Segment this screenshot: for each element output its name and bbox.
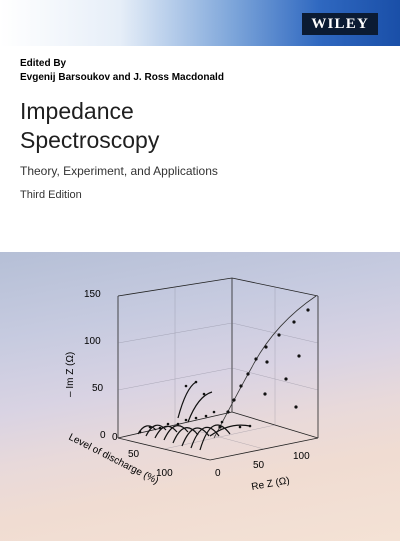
- data-point: [264, 345, 268, 349]
- data-point: [297, 354, 301, 358]
- arc-points: [138, 380, 252, 434]
- y-tick-label: 0: [112, 432, 118, 443]
- data-point: [184, 418, 188, 422]
- arc-series: [199, 424, 231, 451]
- data-point: [194, 416, 198, 420]
- x-tick-label: 0: [215, 468, 221, 479]
- cover-illustration: 150 100 50 0 – Im Z (Ω) 0 50 100 Re Z (Ω…: [0, 252, 400, 541]
- data-point: [232, 398, 236, 402]
- data-point: [254, 357, 258, 361]
- data-point: [184, 384, 188, 388]
- editors-names: Evgenij Barsoukov and J. Ross Macdonald: [20, 72, 224, 83]
- editors-label: Edited By: [20, 58, 67, 69]
- book-subtitle: Theory, Experiment, and Applications: [20, 164, 218, 178]
- impedance-3d-plot: 150 100 50 0 – Im Z (Ω) 0 50 100 Re Z (Ω…: [65, 277, 319, 493]
- fit-curve: [213, 295, 317, 439]
- z-tick-label: 150: [84, 289, 101, 300]
- z-tick-label: 0: [100, 430, 106, 441]
- book-title-line-1: Impedance: [20, 98, 134, 124]
- cover-top-banner: WILEY: [0, 0, 400, 46]
- grid-line: [174, 424, 265, 450]
- data-point: [204, 414, 208, 418]
- x-tick-label: 50: [253, 460, 265, 471]
- data-point: [158, 426, 162, 430]
- data-point: [176, 422, 180, 426]
- arc-series: [145, 424, 167, 437]
- data-point: [292, 320, 296, 324]
- arc-series: [190, 426, 220, 449]
- impedance-arcs: [137, 381, 251, 451]
- data-point: [194, 380, 198, 384]
- x-tick-label: 100: [293, 451, 310, 462]
- book-edition: Third Edition: [20, 189, 82, 201]
- data-point: [263, 392, 267, 396]
- data-point: [148, 425, 152, 429]
- data-point: [138, 430, 142, 434]
- data-point: [226, 410, 230, 414]
- x-axis-label: Re Z (Ω): [251, 475, 291, 493]
- data-point: [166, 422, 170, 426]
- arc-tail: [209, 424, 251, 437]
- z-tick-label: 100: [84, 336, 101, 347]
- data-point: [239, 384, 243, 388]
- data-point: [277, 333, 281, 337]
- data-point: [246, 372, 250, 376]
- y-tick-label: 50: [128, 449, 140, 460]
- data-point: [238, 425, 242, 429]
- y-tick-label: 100: [156, 468, 173, 479]
- data-point: [212, 410, 216, 414]
- arc-tail: [177, 381, 197, 419]
- wiley-logo: WILEY: [302, 13, 378, 35]
- data-point: [265, 360, 269, 364]
- arc-series: [163, 425, 189, 441]
- arc-series: [172, 427, 199, 444]
- arc-series: [154, 425, 178, 439]
- data-point: [306, 308, 310, 312]
- z-tick-label: 50: [92, 383, 104, 394]
- book-title: Impedance Spectroscopy: [20, 97, 159, 155]
- book-title-line-2: Spectroscopy: [20, 127, 160, 153]
- data-point: [294, 405, 298, 409]
- arc-tail: [187, 391, 213, 423]
- data-point: [220, 420, 224, 424]
- data-point: [248, 424, 252, 428]
- data-point: [202, 392, 206, 396]
- data-point: [284, 377, 288, 381]
- plot-grid: [117, 287, 319, 450]
- z-axis-label: – Im Z (Ω): [65, 352, 76, 397]
- measured-points: [218, 308, 310, 429]
